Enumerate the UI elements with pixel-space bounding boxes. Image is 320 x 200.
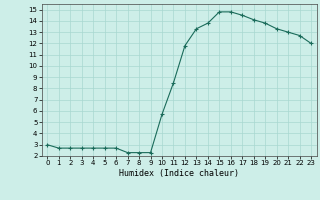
X-axis label: Humidex (Indice chaleur): Humidex (Indice chaleur) bbox=[119, 169, 239, 178]
